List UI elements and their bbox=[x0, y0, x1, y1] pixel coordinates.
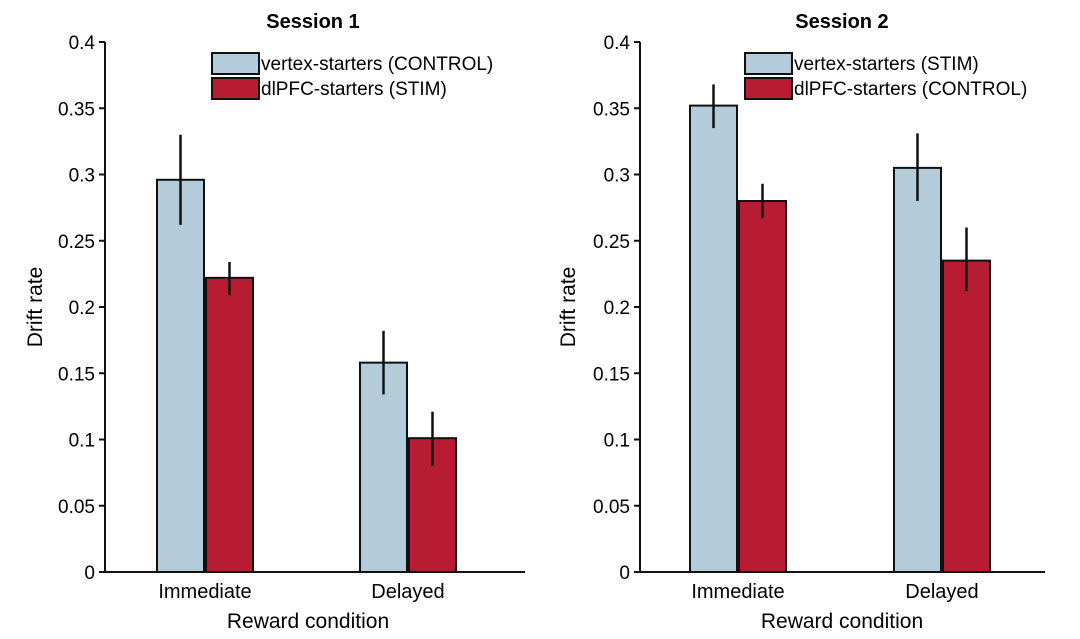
legend-swatch bbox=[211, 77, 260, 100]
legend: vertex-starters (STIM) dlPFC-starters (CO… bbox=[744, 52, 1027, 100]
legend-label: dlPFC-starters (CONTROL) bbox=[794, 79, 1027, 100]
x-axis-label: Reward condition bbox=[761, 610, 923, 633]
x-tick-label: Immediate bbox=[691, 581, 784, 603]
y-tick-label: 0.3 bbox=[69, 166, 95, 187]
legend-label: dlPFC-starters (STIM) bbox=[261, 79, 447, 100]
y-tick-label: 0.25 bbox=[58, 232, 95, 253]
legend-label: vertex-starters (STIM) bbox=[794, 54, 979, 75]
y-tick-label: 0.1 bbox=[604, 431, 630, 452]
y-tick-label: 0.2 bbox=[604, 298, 630, 319]
y-tick-label: 0.2 bbox=[69, 298, 95, 319]
y-tick-label: 0.25 bbox=[593, 232, 630, 253]
y-tick-label: 0.1 bbox=[69, 431, 95, 452]
y-tick-label: 0.05 bbox=[593, 497, 630, 518]
legend-swatch bbox=[744, 77, 793, 100]
legend-swatch bbox=[744, 52, 793, 75]
y-tick-label: 0.05 bbox=[58, 497, 95, 518]
legend: vertex-starters (CONTROL) dlPFC-starters … bbox=[211, 52, 493, 100]
chart-title: Session 1 bbox=[266, 11, 359, 33]
bar-vertex-immediate bbox=[156, 178, 205, 574]
legend-label: vertex-starters (CONTROL) bbox=[261, 54, 493, 75]
y-axis-label: Drift rate bbox=[24, 267, 47, 348]
chart-panel-2: Session 2 Immediate Delayed 0 0.05 0.1 0.15 0.2… bbox=[557, 11, 1045, 633]
y-tick-label: 0.35 bbox=[58, 99, 95, 120]
x-tick-label: Delayed bbox=[371, 581, 444, 603]
y-tick-label: 0.3 bbox=[604, 166, 630, 187]
bar-vertex-immediate bbox=[689, 104, 738, 573]
y-tick-label: 0.35 bbox=[593, 99, 630, 120]
bar-dlpfc-immediate bbox=[738, 200, 787, 573]
chart-panel-1: Session 1 Immediate Delayed 0 0.05 0.1 0.15 0.2… bbox=[24, 11, 525, 633]
legend-swatch bbox=[211, 52, 260, 75]
y-tick-label: 0.15 bbox=[58, 364, 95, 385]
bar-vertex-delayed bbox=[893, 166, 942, 573]
x-axis-label: Reward condition bbox=[227, 610, 389, 633]
bar-dlpfc-immediate bbox=[205, 276, 254, 573]
y-tick-label: 0.15 bbox=[593, 364, 630, 385]
bar-vertex-delayed bbox=[359, 361, 408, 573]
chart-title: Session 2 bbox=[795, 11, 888, 33]
bar-dlpfc-delayed bbox=[942, 259, 991, 573]
y-tick-label: 0.4 bbox=[69, 33, 96, 54]
y-axis-label: Drift rate bbox=[557, 267, 580, 348]
x-tick-label: Delayed bbox=[905, 581, 978, 603]
x-tick-label: Immediate bbox=[158, 581, 251, 603]
y-tick-label: 0 bbox=[619, 563, 630, 584]
y-tick-label: 0.4 bbox=[604, 33, 631, 54]
y-tick-label: 0 bbox=[84, 563, 95, 584]
